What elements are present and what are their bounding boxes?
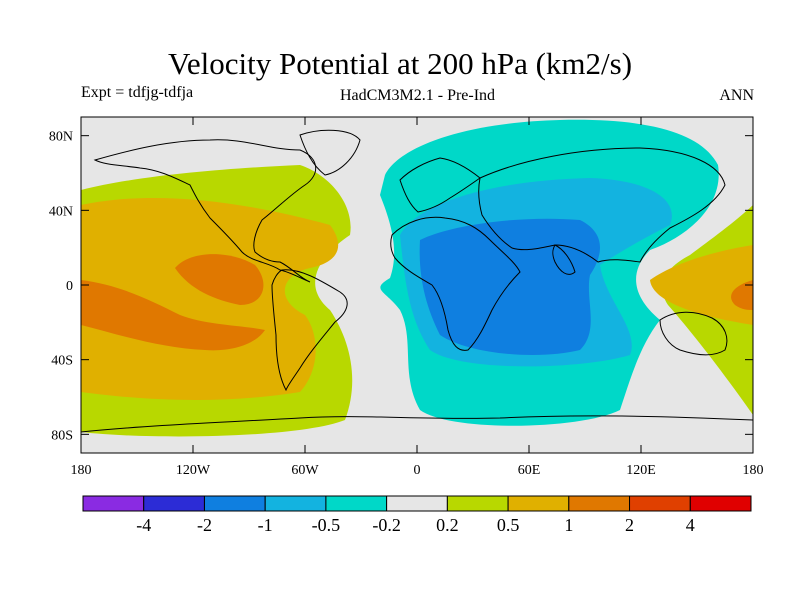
page-title: Velocity Potential at 200 hPa (km2/s) xyxy=(167,46,633,81)
india-coast xyxy=(552,244,576,275)
colorbar-label: -1 xyxy=(258,515,273,535)
europe-coast xyxy=(399,157,481,213)
greenland-coast xyxy=(299,129,361,176)
positive-region-0.5 xyxy=(81,197,339,400)
latitude-ticks: 80N 40N 0 40S 80S xyxy=(49,130,753,443)
lat-tick-label: 40S xyxy=(51,354,73,369)
lon-tick-label: 60E xyxy=(518,463,541,478)
africa-coast xyxy=(390,216,521,351)
model-label: HadCM3M2.1 - Pre-Ind xyxy=(339,87,496,104)
colorbar-swatch xyxy=(143,495,205,512)
colorbar-label: -0.2 xyxy=(372,515,401,535)
colorbar-swatch xyxy=(386,495,448,512)
north-america-coast xyxy=(93,139,317,283)
antarctica-coast xyxy=(81,415,753,433)
lon-tick-label: 180 xyxy=(743,463,764,478)
lat-tick-label: 80S xyxy=(51,428,73,443)
lon-tick-label: 0 xyxy=(414,463,421,478)
colorbar-swatch xyxy=(507,495,570,512)
positive-region-0.5-east xyxy=(650,245,753,325)
lat-tick-label: 0 xyxy=(66,279,73,294)
negative-region-1 xyxy=(419,218,600,355)
colorbar-swatch xyxy=(203,495,266,512)
colorbar-label: 0.2 xyxy=(436,515,459,535)
lat-tick-label: 80N xyxy=(49,130,73,145)
colorbar-swatch xyxy=(446,495,509,512)
colorbar-label: -4 xyxy=(136,515,151,535)
experiment-label: Expt = tdfjg-tdfja xyxy=(81,84,194,101)
colorbar-swatch xyxy=(568,495,631,512)
positive-region-1 xyxy=(81,280,265,351)
south-america-coast xyxy=(271,269,348,392)
lat-tick-label: 40N xyxy=(49,204,73,219)
map-field xyxy=(81,117,753,453)
coastlines xyxy=(81,129,753,433)
season-label: ANN xyxy=(719,87,754,104)
colorbar-swatch xyxy=(325,495,388,512)
colorbar-label: 2 xyxy=(625,515,634,535)
colorbar-labels: -4 -2 -1 -0.5 -0.2 0.2 0.5 1 2 4 xyxy=(136,515,695,535)
colorbar-label: 1 xyxy=(564,515,573,535)
colorbar xyxy=(82,495,752,512)
colorbar-label: 4 xyxy=(686,515,695,535)
longitude-ticks: 180 120W 60W 0 60E 120E 180 xyxy=(71,117,764,478)
colorbar-swatch xyxy=(264,495,327,512)
lon-tick-label: 180 xyxy=(71,463,92,478)
colorbar-swatch xyxy=(689,495,752,512)
colorbar-swatch xyxy=(82,495,145,512)
colorbar-label: -2 xyxy=(197,515,212,535)
colorbar-swatch xyxy=(629,495,691,512)
colorbar-label: 0.5 xyxy=(497,515,520,535)
positive-region-1-north xyxy=(175,254,264,305)
australia-coast xyxy=(659,311,728,356)
lon-tick-label: 120E xyxy=(626,463,656,478)
positive-region-1-east xyxy=(731,280,753,310)
lon-tick-label: 120W xyxy=(176,463,211,478)
colorbar-label: -0.5 xyxy=(312,515,341,535)
lon-tick-label: 60W xyxy=(291,463,319,478)
asia-coast xyxy=(478,147,726,263)
